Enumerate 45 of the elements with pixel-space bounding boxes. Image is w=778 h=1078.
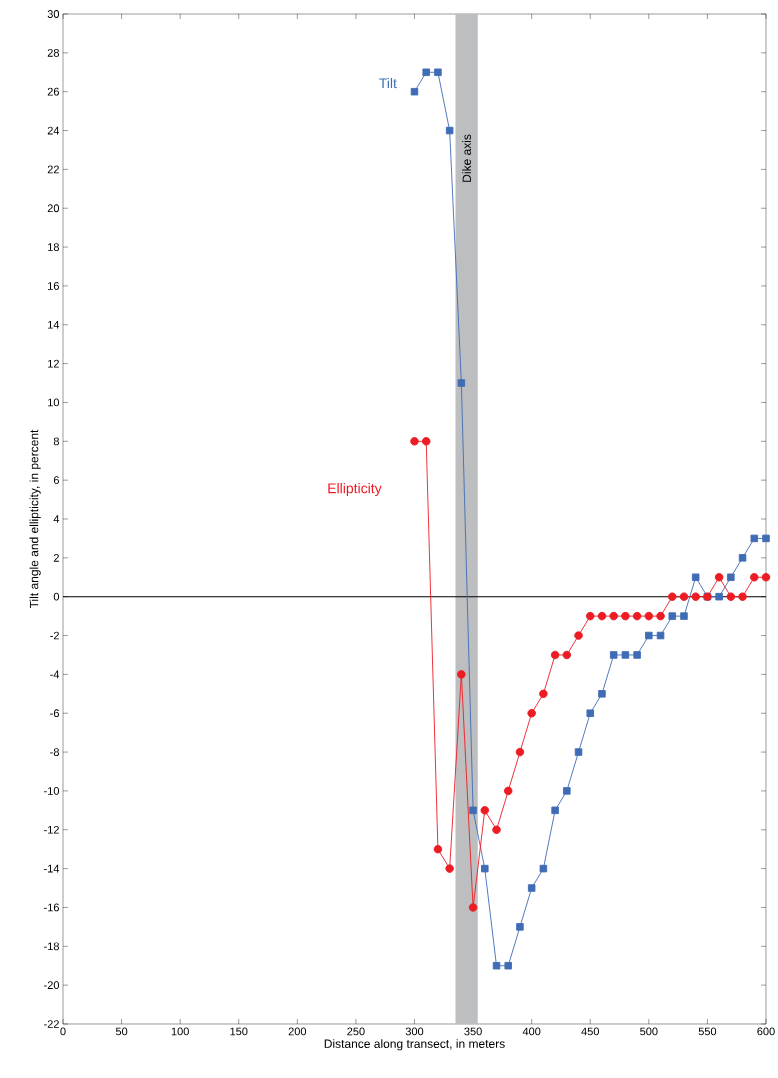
x-tick-label: 400 bbox=[522, 1027, 541, 1036]
x-tick-label: 550 bbox=[698, 1027, 717, 1036]
y-tick-label: 18 bbox=[48, 243, 59, 251]
y-tick-label: 2 bbox=[53, 554, 59, 562]
x-tick-label: 350 bbox=[464, 1027, 482, 1036]
y-tick-label: 26 bbox=[47, 87, 59, 96]
y-axis-title: Tilt angle and ellipticity, in percent bbox=[29, 429, 41, 609]
x-tick-label: 500 bbox=[640, 1027, 658, 1036]
x-tick-label: 200 bbox=[288, 1027, 307, 1036]
y-tick-label: 24 bbox=[47, 126, 60, 135]
y-tick-label: -18 bbox=[44, 942, 59, 951]
series-label: Tilt bbox=[379, 77, 397, 89]
y-tick-label: -16 bbox=[44, 903, 59, 912]
y-tick-label: -20 bbox=[44, 981, 60, 990]
x-tick-label: 0 bbox=[60, 1027, 66, 1036]
x-tick-label: 450 bbox=[581, 1027, 599, 1036]
x-tick-label: 50 bbox=[115, 1027, 128, 1036]
x-axis-title: Distance along transect, in meters bbox=[324, 1039, 505, 1051]
y-tick-label: 8 bbox=[53, 437, 59, 446]
y-tick-label: 16 bbox=[48, 282, 59, 290]
y-tick-label: -14 bbox=[44, 864, 60, 873]
y-tick-label: 6 bbox=[53, 476, 59, 485]
y-tick-label: -2 bbox=[50, 631, 59, 640]
y-tick-label: 12 bbox=[48, 359, 59, 368]
y-tick-label: 10 bbox=[48, 398, 60, 407]
y-tick-label: -8 bbox=[50, 748, 59, 756]
x-tick-label: 150 bbox=[230, 1027, 248, 1036]
y-tick-label: 14 bbox=[48, 320, 60, 329]
y-tick-label: -10 bbox=[44, 787, 60, 795]
y-tick-label: 28 bbox=[47, 48, 59, 57]
y-tick-label: -6 bbox=[50, 709, 59, 718]
y-tick-label: 0 bbox=[53, 592, 60, 601]
x-tick-label: 600 bbox=[757, 1027, 775, 1036]
x-tick-label: 100 bbox=[171, 1027, 189, 1036]
x-tick-label: 300 bbox=[405, 1027, 424, 1036]
x-tick-label: 250 bbox=[347, 1027, 365, 1036]
text: Ellipticity bbox=[328, 482, 382, 497]
y-tick-label: 20 bbox=[47, 204, 60, 213]
y-tick-label: 22 bbox=[47, 165, 59, 174]
y-tick-label: 30 bbox=[47, 10, 60, 18]
y-tick-label: -12 bbox=[44, 825, 59, 834]
y-tick-label: 4 bbox=[53, 515, 60, 523]
y-tick-label: -22 bbox=[44, 1020, 59, 1028]
band-label: Dike axis bbox=[462, 134, 472, 182]
y-tick-label: -4 bbox=[50, 670, 60, 679]
